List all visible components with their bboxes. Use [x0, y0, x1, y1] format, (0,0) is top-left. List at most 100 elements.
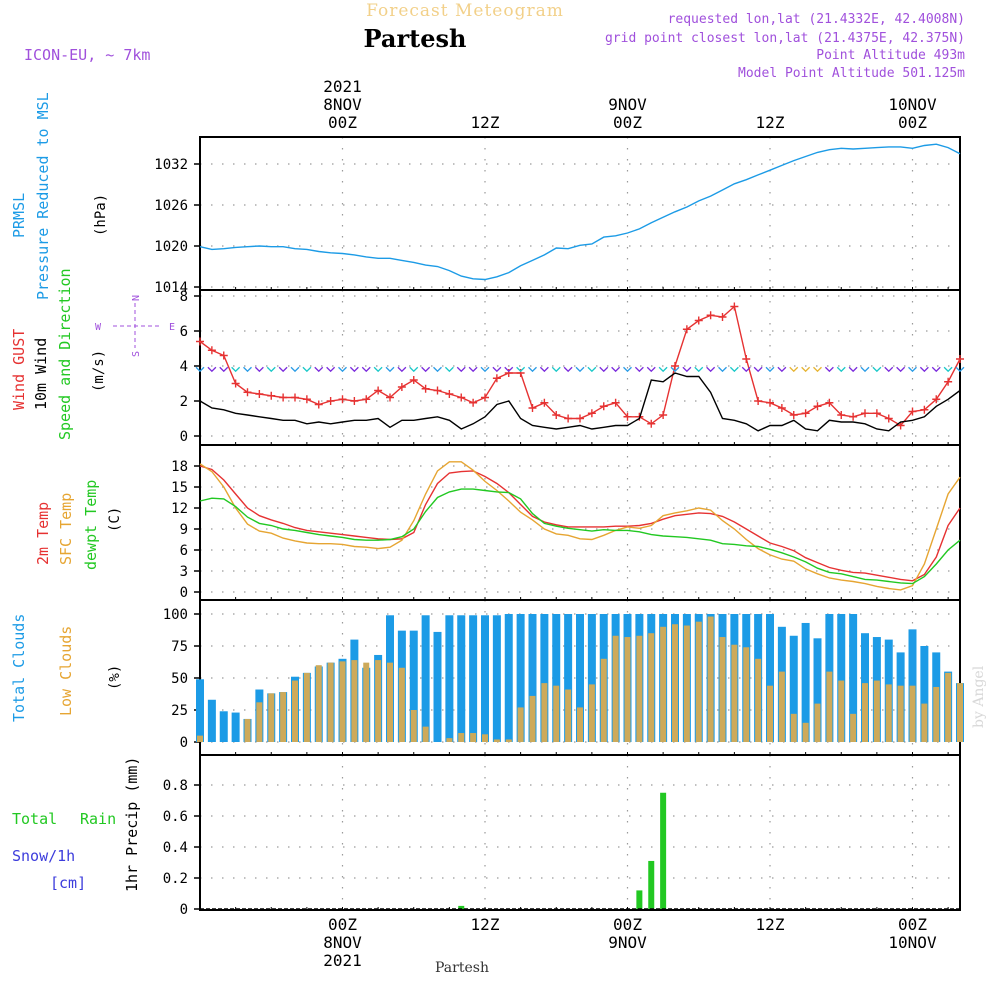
- panel-clouds: 0 25 50 75 100: [163, 599, 964, 756]
- wind-arrow: [884, 366, 894, 373]
- gust-marker: [231, 379, 240, 388]
- wind-label-10m: 10m Wind: [32, 338, 50, 410]
- wind-arrow: [575, 366, 585, 373]
- wind-arrow: [492, 366, 502, 373]
- gust-marker: [492, 374, 501, 383]
- bar-low-clouds: [790, 713, 797, 742]
- bar-low-clouds: [398, 667, 405, 742]
- wind-arrow: [528, 366, 537, 373]
- bar-rain: [636, 890, 643, 909]
- wind-arrow: [623, 366, 632, 373]
- top-tick-label: 12Z: [756, 113, 785, 132]
- wind-arrow: [848, 366, 858, 373]
- gust-marker: [754, 397, 763, 405]
- wind-arrow: [456, 366, 466, 373]
- bar-total-clouds: [813, 638, 822, 742]
- gust-marker: [599, 402, 608, 411]
- bar-total-clouds: [587, 614, 596, 742]
- gust-marker: [932, 395, 941, 404]
- gust-marker: [801, 409, 810, 418]
- bar-low-clouds: [743, 647, 750, 742]
- bar-low-clouds: [945, 672, 952, 742]
- info-line-4: Model Point Altitude 501.125m: [738, 66, 965, 81]
- bar-total-clouds: [469, 615, 478, 742]
- bar-total-clouds: [516, 614, 525, 742]
- bar-low-clouds: [197, 735, 203, 742]
- bar-low-clouds: [885, 684, 892, 742]
- bar-total-clouds: [445, 615, 454, 742]
- bar-low-clouds: [660, 626, 667, 742]
- pressure-label-desc: Pressure Reduced to MSL: [34, 92, 52, 300]
- y-tick-label: 6: [180, 324, 188, 340]
- gust-marker: [540, 398, 549, 407]
- wind-arrow: [694, 366, 704, 373]
- wind-arrow: [444, 366, 454, 373]
- bar-total-clouds: [540, 614, 549, 742]
- top-year-label: 2021: [323, 77, 362, 96]
- gust-marker: [504, 369, 513, 377]
- y-tick-label: 1020: [154, 239, 188, 255]
- bar-low-clouds: [909, 685, 916, 742]
- y-tick-label: 9: [180, 522, 188, 538]
- wind-arrow: [860, 366, 870, 373]
- y-tick-label: 0: [180, 429, 188, 445]
- wind-arrow: [219, 366, 229, 373]
- bar-low-clouds: [933, 686, 940, 742]
- top-day-label: 10NOV: [888, 95, 937, 114]
- wind-arrow: [919, 366, 929, 373]
- model-label: ICON-EU, ~ 7km: [24, 46, 150, 64]
- pressure-label-prmsl: PRMSL: [10, 193, 28, 238]
- wind-arrow: [551, 366, 561, 373]
- wind-arrow: [896, 366, 906, 373]
- bottom-tick-label: 00Z: [898, 915, 927, 934]
- bar-low-clouds: [375, 660, 382, 742]
- wind-arrow: [587, 366, 597, 373]
- wind-arrow: [290, 366, 300, 373]
- bar-low-clouds: [351, 660, 358, 742]
- gust-marker: [421, 384, 430, 393]
- bar-low-clouds: [778, 671, 785, 742]
- gust-marker: [611, 398, 620, 407]
- gust-marker: [682, 325, 691, 334]
- gust-marker: [552, 411, 561, 419]
- wind-arrow: [409, 366, 419, 373]
- bar-total-clouds: [552, 614, 561, 742]
- gust-marker: [718, 313, 727, 321]
- bar-low-clouds: [470, 733, 477, 742]
- series-line-gust: [199, 305, 961, 427]
- bar-low-clouds: [553, 685, 560, 742]
- y-tick-label: 6: [180, 543, 188, 559]
- y-tick-label: 0.2: [163, 871, 188, 887]
- bar-total-clouds: [849, 614, 858, 742]
- series-line-sfc: [199, 461, 961, 591]
- bar-low-clouds: [719, 637, 726, 742]
- y-tick-label: 100: [163, 607, 188, 623]
- gust-marker: [314, 400, 323, 409]
- wind-arrow: [955, 366, 965, 373]
- wind-arrow: [421, 366, 431, 373]
- gust-marker: [908, 407, 917, 416]
- precip-labels: Total Rain Snow/1h [cm] 1hr Precip (mm): [12, 757, 141, 892]
- wind-arrow: [266, 366, 276, 373]
- wind-arrow: [789, 366, 799, 373]
- bar-total-clouds: [528, 614, 537, 742]
- gust-marker: [302, 395, 311, 404]
- bar-low-clouds: [838, 680, 845, 742]
- bar-low-clouds: [410, 710, 417, 742]
- bar-low-clouds: [826, 671, 833, 742]
- gust-marker: [433, 386, 442, 395]
- gust-marker: [291, 393, 299, 402]
- wind-arrow: [338, 366, 347, 373]
- bottom-tick-label: 00Z: [328, 915, 357, 934]
- wind-arrow: [349, 366, 359, 373]
- bar-low-clouds: [315, 665, 322, 742]
- gust-marker: [766, 398, 774, 407]
- y-tick-label: 2: [180, 394, 188, 410]
- wind-labels: Wind GUST 10m Wind Speed and Direction (…: [10, 268, 175, 440]
- bar-low-clouds: [577, 707, 583, 742]
- bar-low-clouds: [303, 672, 310, 742]
- wind-arrow: [801, 366, 811, 373]
- bar-low-clouds: [731, 644, 738, 742]
- bar-total-clouds: [433, 631, 442, 742]
- wind-arrow: [872, 366, 882, 373]
